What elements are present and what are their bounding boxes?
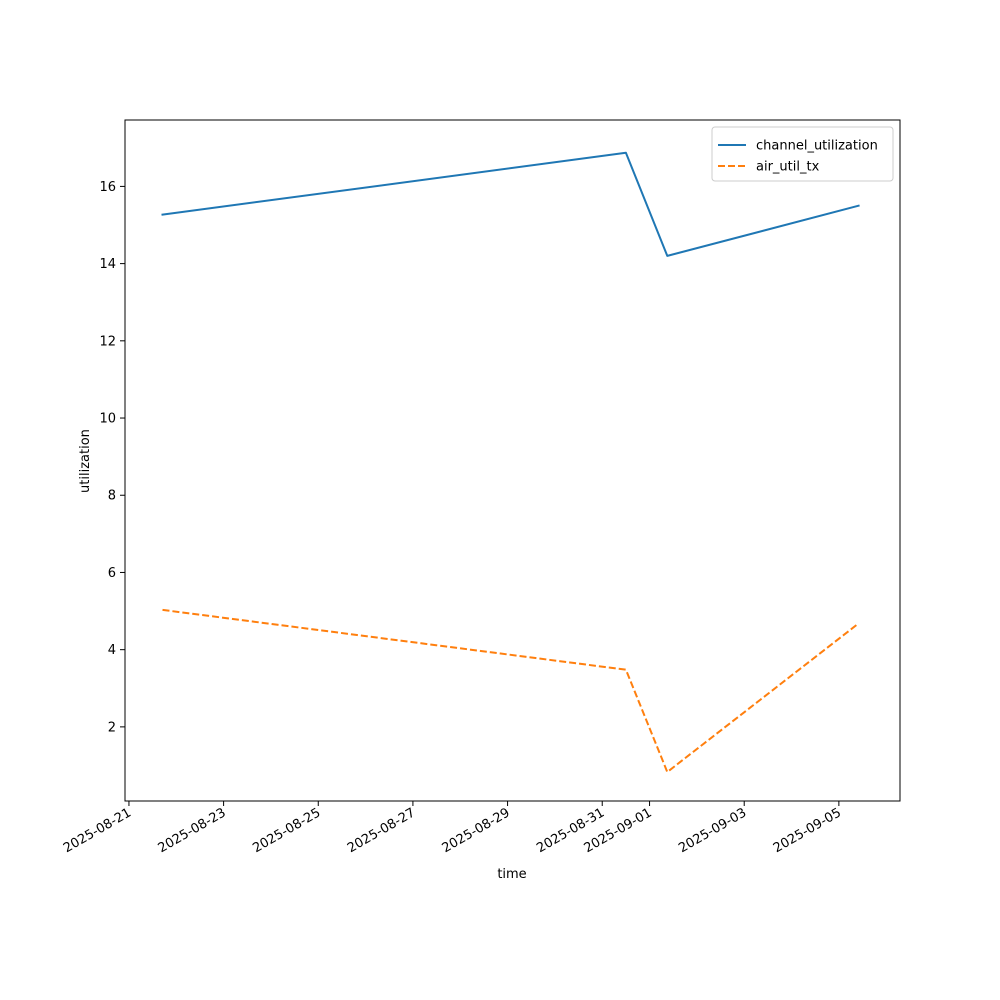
series-layer (161, 151, 860, 773)
y-tick-label: 16 (99, 180, 116, 195)
y-tick-label: 14 (99, 257, 116, 272)
y-tick-label: 6 (108, 566, 116, 581)
x-tick-label: 2025-08-25 (250, 805, 323, 856)
plot-area (125, 120, 900, 801)
x-tick-label: 2025-08-27 (345, 805, 418, 856)
x-tick-label: 2025-09-03 (676, 805, 749, 856)
x-tick-label: 2025-09-05 (771, 805, 844, 856)
y-tick-label: 8 (108, 489, 116, 504)
legend-box (711, 126, 894, 182)
plot-frame (124, 119, 901, 802)
series-line-air-util-tx (162, 608, 860, 773)
y-tick-label: 10 (99, 412, 116, 427)
legend-label-air-util-tx: air_util_tx (756, 160, 820, 175)
x-axis: 2025-08-21 2025-08-23 2025-08-25 2025-08-27… (61, 801, 844, 856)
y-tick-label: 2 (108, 720, 116, 735)
x-tick-label: 2025-08-29 (440, 805, 513, 856)
y-tick-label: 4 (108, 643, 116, 658)
x-axis-label: time (497, 867, 526, 882)
y-axis-label: utilization (78, 429, 93, 493)
y-axis: 2 4 6 8 10 12 14 16 (99, 180, 125, 735)
legend-label-channel-utilization: channel_utilization (756, 139, 878, 154)
x-tick-label: 2025-08-21 (61, 805, 134, 856)
series-line-channel-utilization (161, 151, 860, 257)
x-tick-label: 2025-08-23 (156, 805, 229, 856)
y-tick-label: 12 (99, 334, 116, 349)
legend: channel_utilization air_util_tx (711, 126, 894, 182)
